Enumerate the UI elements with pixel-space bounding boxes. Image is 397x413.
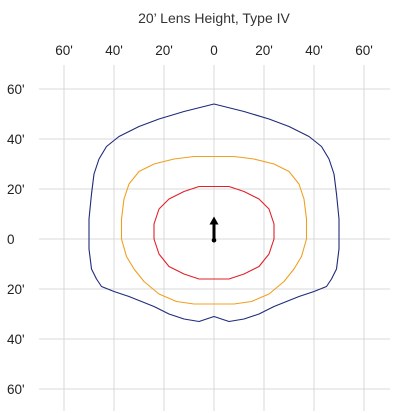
y-axis-tick-labels: 60' 40' 20' 0 20' 40' 60': [7, 82, 25, 397]
y-tick-label: 60': [7, 382, 25, 397]
x-tick-label: 40': [105, 43, 123, 58]
x-tick-label: 60': [355, 43, 373, 58]
x-tick-label: 0: [210, 43, 218, 58]
arrow-head: [209, 216, 219, 225]
y-tick-label: 20': [7, 282, 25, 297]
y-tick-label: 40': [7, 332, 25, 347]
x-tick-label: 20': [155, 43, 173, 58]
contour-middle: [120, 155, 308, 305]
contour-lines: [88, 103, 340, 323]
direction-arrow-icon: [209, 216, 219, 243]
contour-outer: [88, 103, 340, 323]
chart-title: 20’ Lens Height, Type IV: [138, 10, 290, 26]
y-tick-label: 60': [7, 82, 25, 97]
x-tick-label: 20': [255, 43, 273, 58]
y-tick-label: 40': [7, 132, 25, 147]
x-axis-tick-labels: 60' 40' 20' 0 20' 40' 60': [55, 43, 373, 58]
y-tick-label: 20': [7, 182, 25, 197]
y-tick-label: 0: [7, 232, 15, 247]
plot-grid: [39, 65, 390, 411]
x-tick-label: 60': [55, 43, 73, 58]
x-tick-label: 40': [305, 43, 323, 58]
contour-inner: [153, 185, 275, 280]
